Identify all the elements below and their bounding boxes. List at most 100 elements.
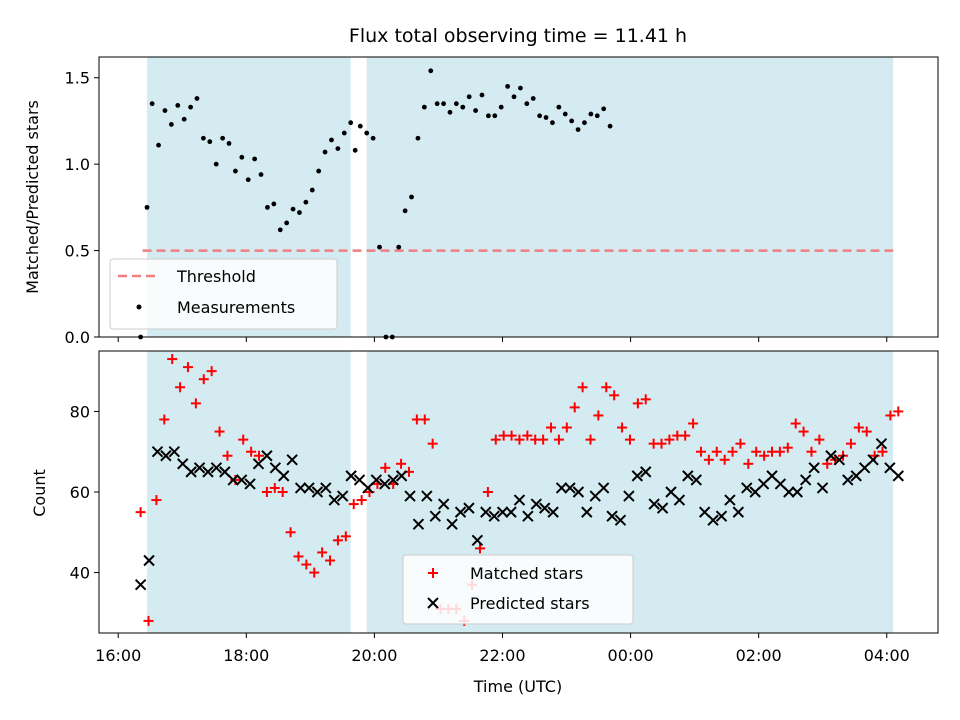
matched-star-point <box>553 434 564 445</box>
matched-star-point <box>474 543 485 554</box>
observing-window-0 <box>147 351 351 633</box>
measurement-point <box>588 111 594 117</box>
predicted-star-point <box>235 474 248 486</box>
matched-star-point <box>214 426 225 437</box>
predicted-star-point <box>690 474 702 486</box>
matched-star-point <box>601 382 612 393</box>
measurement-point <box>569 118 575 124</box>
matched-star-point <box>182 362 193 373</box>
predicted-star-point <box>404 490 416 502</box>
matched-star-point <box>569 402 580 413</box>
measurement-point <box>370 135 376 141</box>
matched-star-point <box>774 446 785 457</box>
matched-star-point <box>790 418 801 429</box>
matched-star-point <box>293 551 304 562</box>
matched-star-point <box>735 438 746 449</box>
measurements-layer <box>138 68 613 340</box>
matched-star-point <box>482 487 493 497</box>
matched-star-point <box>664 434 675 445</box>
predicted-star-point <box>606 510 618 522</box>
measurement-point <box>524 101 530 107</box>
predicted-star-point <box>210 462 223 474</box>
predicted-star-point <box>345 470 357 482</box>
predicted-star-point <box>151 446 164 458</box>
predicted-star-point <box>513 494 526 506</box>
predicted-star-point <box>480 506 492 518</box>
predicted-star-point <box>429 510 441 522</box>
predicted-star-point <box>741 482 753 494</box>
predicted-star-point <box>437 498 450 510</box>
bottom-x-ticks: 16:00 18:00 20:00 22:00 00:00 02:00 04:00 <box>95 633 910 665</box>
predicted-star-point <box>656 502 669 514</box>
predicted-star-point <box>648 498 660 510</box>
legend-matched-label: Matched stars <box>470 564 583 583</box>
matched-star-point <box>396 458 407 469</box>
predicted-star-point <box>522 510 534 522</box>
matched-star-point <box>427 438 438 449</box>
measurement-point <box>277 227 283 233</box>
measurement-point <box>460 104 466 110</box>
bottom-y-ticks: 40 60 80 <box>70 402 99 583</box>
matched-star-point <box>246 446 257 457</box>
measurement-point <box>348 120 354 126</box>
measurement-point <box>530 96 536 101</box>
predicted-star-point <box>783 486 795 498</box>
predicted-star-point <box>370 474 383 486</box>
predicted-star-point <box>547 506 559 518</box>
predicted-star-point <box>623 490 635 502</box>
measurement-point <box>428 68 434 74</box>
predicted-star-point <box>311 486 324 498</box>
measurement-point <box>252 156 258 162</box>
matched-star-point <box>593 410 604 421</box>
bottom-observing-windows <box>147 351 894 633</box>
matched-star-point <box>798 426 809 437</box>
predicted-star-point <box>572 486 585 498</box>
measurement-point <box>364 130 370 136</box>
measurement-point <box>550 120 555 126</box>
matched-star-point <box>617 422 628 433</box>
measurement-point <box>505 83 511 89</box>
predicted-star-point <box>505 506 517 518</box>
predicted-star-point <box>867 454 879 466</box>
y-tick-label: 80 <box>70 402 90 421</box>
matched-star-point <box>538 434 549 445</box>
observing-window-1 <box>366 57 894 337</box>
matched-star-point <box>743 458 754 469</box>
matched-star-point <box>885 410 896 421</box>
matched-star-point <box>577 382 588 393</box>
x-tick-label: 18:00 <box>223 646 269 665</box>
matched-star-point <box>340 531 351 542</box>
matched-star-point <box>703 454 714 465</box>
measurement-point <box>175 102 181 108</box>
counts-layer <box>134 354 904 626</box>
x-tick-label: 02:00 <box>736 646 782 665</box>
measurement-point <box>601 106 607 112</box>
predicted-star-point <box>825 450 837 462</box>
matched-star-point <box>206 366 217 377</box>
matched-star-point <box>751 446 762 457</box>
predicted-star-point <box>446 518 458 530</box>
measurement-point <box>265 204 270 210</box>
predicted-star-point <box>160 450 172 462</box>
y-tick-label: 1.5 <box>65 69 90 88</box>
measurement-point <box>290 206 296 212</box>
measurement-point <box>434 101 440 107</box>
measurement-point <box>473 108 478 113</box>
matched-star-point <box>356 495 367 506</box>
matched-star-point <box>277 487 288 497</box>
matched-star-point <box>514 434 525 445</box>
predicted-star-point <box>286 454 298 466</box>
matched-star-point <box>348 499 359 510</box>
matched-star-point <box>806 446 817 457</box>
predicted-star-point <box>614 514 627 526</box>
matched-star-point <box>198 374 209 385</box>
legend-measurements-swatch <box>136 304 142 310</box>
matched-star-point <box>609 390 620 401</box>
chart-title: Flux total observing time = 11.41 h <box>349 25 687 47</box>
measurement-point <box>479 92 485 98</box>
measurement-point <box>492 113 498 119</box>
matched-star-point <box>727 446 738 457</box>
predicted-star-point <box>799 474 812 486</box>
y-tick-label: 60 <box>70 483 90 502</box>
y-tick-label: 0.0 <box>65 328 90 347</box>
